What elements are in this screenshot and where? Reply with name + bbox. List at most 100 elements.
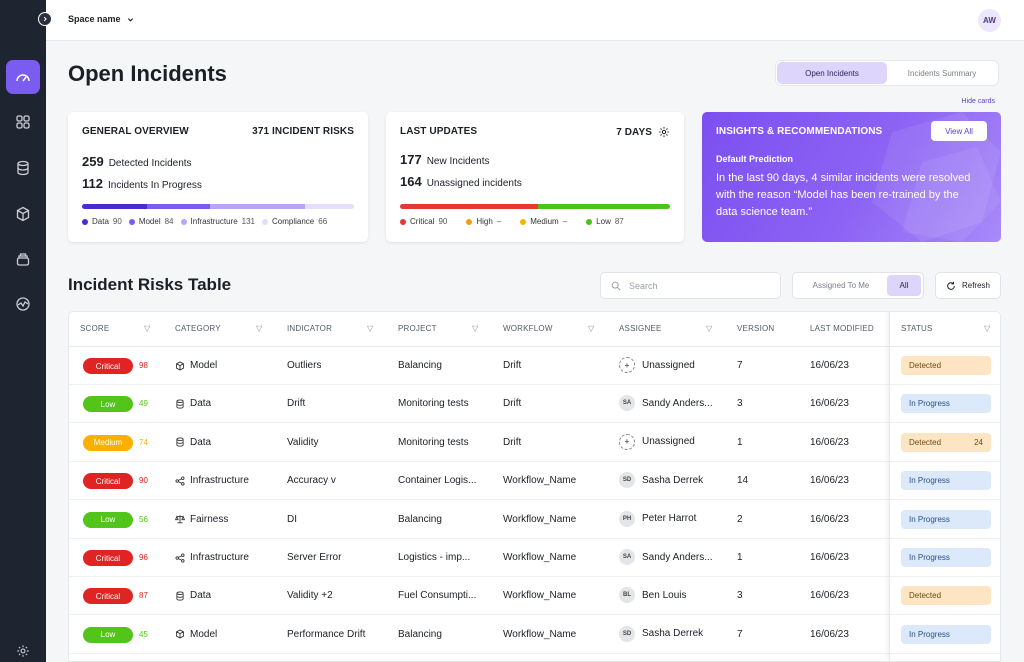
- table-row[interactable]: Low 56 Fairness DI Balancing Workflow_Name PH P…: [69, 501, 1000, 539]
- sidebar-item-settings[interactable]: [16, 644, 30, 662]
- grid-icon: [16, 115, 30, 129]
- updates-period-selector[interactable]: 7 DAYS: [616, 126, 670, 138]
- bar-segment-critical: [400, 204, 538, 209]
- status-cell: In Progress: [890, 539, 1000, 577]
- status-badge[interactable]: In Progress: [901, 471, 991, 491]
- assignee-name: Sasha Derrek: [642, 474, 704, 486]
- category-label: Data: [190, 590, 212, 602]
- space-selector[interactable]: Space name: [68, 14, 134, 24]
- tab-incidents-summary[interactable]: Incidents Summary: [907, 68, 977, 78]
- status-badge[interactable]: In Progress: [901, 624, 991, 644]
- scale-icon: [175, 515, 185, 524]
- refresh-button[interactable]: Refresh: [935, 272, 1001, 299]
- workflow-cell: Drift: [503, 436, 522, 448]
- last-modified-cell: 16/06/23: [810, 628, 849, 640]
- score-value: 49: [139, 399, 148, 409]
- status-badge[interactable]: In Progress: [901, 394, 991, 414]
- sidebar-item-data[interactable]: [6, 151, 40, 185]
- filter-icon[interactable]: ▽: [256, 324, 263, 333]
- settings-icon: [17, 645, 29, 657]
- sidebar-item-infrastructure[interactable]: [6, 242, 40, 276]
- search-placeholder: Search: [629, 280, 658, 291]
- assignee-avatar: BL: [619, 587, 635, 604]
- severity-badge: Low: [83, 396, 133, 413]
- table-row[interactable]: Critical 90 Infrastructure Accuracy v Contai…: [69, 462, 1000, 501]
- filter-icon[interactable]: ▽: [472, 324, 479, 333]
- assignee-cell[interactable]: SD Sasha Derrek: [619, 625, 703, 642]
- assignee-cell[interactable]: PH Peter Harrot: [619, 510, 696, 527]
- filter-icon[interactable]: ▽: [706, 324, 713, 333]
- status-badge[interactable]: Detected: [901, 586, 991, 606]
- indicator-cell: Validity: [287, 436, 319, 448]
- assignee-cell[interactable]: SA Sandy Anders...: [619, 549, 713, 565]
- filter-icon[interactable]: ▽: [984, 324, 991, 333]
- filter-all[interactable]: All: [887, 275, 921, 296]
- column-header-status[interactable]: STATUS: [901, 324, 933, 333]
- workflow-cell: Workflow_Name: [503, 590, 577, 602]
- score-value: 96: [139, 553, 148, 562]
- table-row[interactable]: Critical 96 Infrastructure Server Error Logi…: [69, 539, 1000, 577]
- table-row[interactable]: Low 45 Model Performance Drift Balancing Work…: [69, 616, 1000, 654]
- filter-icon[interactable]: ▽: [144, 324, 151, 333]
- sidebar-item-grid[interactable]: [6, 105, 40, 139]
- column-header-version[interactable]: VERSION: [737, 324, 775, 333]
- last-modified-cell: 16/06/23: [810, 590, 849, 602]
- in-progress-stat: 112 Incidents In Progress: [82, 176, 202, 191]
- table-row[interactable]: Critical 98 Model Outliers Balancing Drift + Un…: [69, 347, 1000, 385]
- last-modified-cell: 16/06/23: [810, 360, 849, 371]
- workflow-cell: Workflow_Name: [503, 475, 577, 487]
- status-badge[interactable]: In Progress: [901, 509, 991, 529]
- column-header-workflow[interactable]: WORKFLOW: [503, 324, 553, 333]
- general-overview-card: GENERAL OVERVIEW 371 INCIDENT RISKS 259 …: [68, 112, 368, 242]
- status-label: Detected: [909, 437, 942, 447]
- project-cell: Logistics - imp...: [398, 552, 471, 563]
- category-label: Data: [190, 398, 212, 410]
- assignee-cell[interactable]: + Unassigned: [619, 433, 695, 450]
- cube-icon: [16, 206, 30, 222]
- assignee-cell[interactable]: BL Ben Louis: [619, 587, 687, 604]
- category-breakdown-bar: [82, 204, 354, 209]
- column-header-indicator[interactable]: INDICATOR: [287, 324, 333, 333]
- user-avatar[interactable]: AW: [978, 9, 1001, 32]
- bar-segment-model: [147, 204, 210, 209]
- view-all-button[interactable]: View All: [931, 121, 987, 141]
- filter-assigned-to-me[interactable]: Assigned To Me: [812, 281, 870, 290]
- table-row[interactable]: Low 49 Data Drift Monitoring tests Drift SA San…: [69, 385, 1000, 424]
- status-count: 24: [974, 437, 983, 447]
- table-row[interactable]: Critical 87 Data Validity +2 Fuel Consumpti.…: [69, 577, 1000, 616]
- insights-subtitle: Default Prediction: [716, 154, 794, 164]
- column-header-category[interactable]: CATEGORY: [175, 324, 221, 333]
- assignee-cell[interactable]: SA Sandy Anders...: [619, 395, 713, 412]
- assignee-avatar: SA: [619, 549, 635, 565]
- bar-segment-compliance: [305, 204, 354, 209]
- indicator-cell: Validity +2: [287, 590, 333, 602]
- assignee-name: Sandy Anders...: [642, 551, 713, 563]
- column-header-last-modified[interactable]: LAST MODIFIED: [810, 324, 874, 333]
- status-badge[interactable]: Detected: [901, 356, 991, 375]
- filter-icon[interactable]: ▽: [588, 324, 595, 333]
- sidebar-item-dashboard[interactable]: [6, 60, 40, 94]
- category-cell: Fairness: [175, 514, 228, 525]
- assignee-cell[interactable]: + Unassigned: [619, 357, 695, 373]
- sidebar-item-monitoring[interactable]: [6, 287, 40, 321]
- status-cell: Detected: [890, 347, 1000, 385]
- column-header-assignee[interactable]: ASSIGNEE: [619, 324, 662, 333]
- score-value: 87: [139, 591, 148, 601]
- column-header-score[interactable]: SCORE: [80, 324, 110, 333]
- search-input[interactable]: Search: [600, 272, 781, 299]
- table-row[interactable]: Medium 74 Data Validity Monitoring tests Drif…: [69, 424, 1000, 462]
- column-header-project[interactable]: PROJECT: [398, 324, 437, 333]
- tab-open-incidents[interactable]: Open Incidents: [777, 62, 887, 84]
- hide-cards-link[interactable]: Hide cards: [961, 98, 995, 105]
- filter-icon[interactable]: ▽: [367, 324, 374, 333]
- assignee-cell[interactable]: SD Sasha Derrek: [619, 472, 704, 489]
- sidebar-item-models[interactable]: [6, 197, 40, 231]
- in-progress-label: Incidents In Progress: [107, 180, 202, 191]
- status-badge[interactable]: Detected 24: [901, 432, 991, 452]
- sidebar: [0, 0, 46, 662]
- status-badge[interactable]: In Progress: [901, 548, 991, 567]
- bar-segment-data: [82, 204, 148, 209]
- assignee-name: Ben Louis: [642, 589, 687, 601]
- sidebar-toggle-button[interactable]: [38, 12, 52, 26]
- legend-item-data: Data 90: [82, 217, 122, 226]
